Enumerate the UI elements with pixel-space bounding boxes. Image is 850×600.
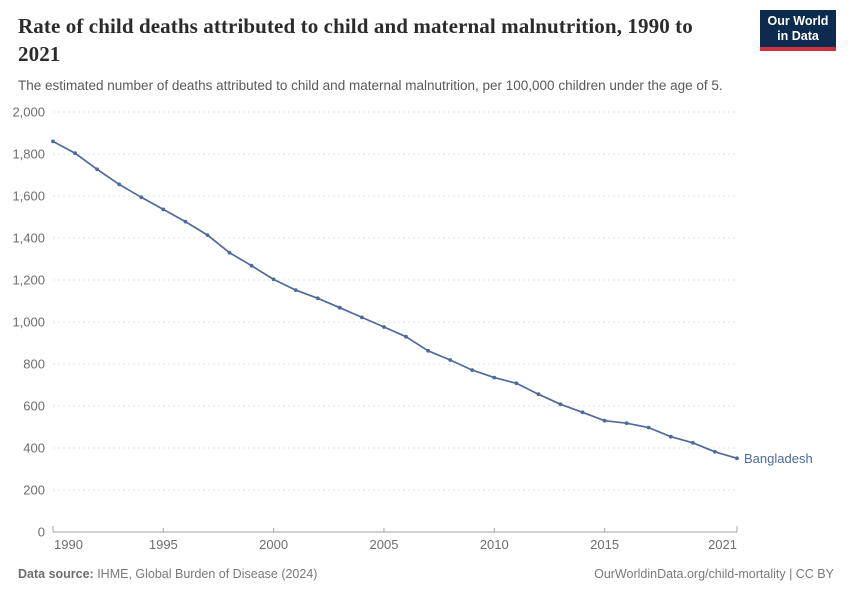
data-point[interactable] bbox=[735, 456, 739, 461]
series-label-bangladesh[interactable]: Bangladesh bbox=[744, 451, 813, 466]
data-source-label: Data source: bbox=[18, 567, 94, 581]
data-point[interactable] bbox=[271, 277, 276, 282]
x-tick-label: 1995 bbox=[149, 537, 178, 552]
y-tick-label: 0 bbox=[38, 525, 45, 540]
y-tick-label: 200 bbox=[23, 483, 45, 498]
data-point[interactable] bbox=[668, 434, 673, 439]
data-source: Data source: IHME, Global Burden of Dise… bbox=[18, 567, 317, 581]
chart-header: Rate of child deaths attributed to child… bbox=[18, 13, 758, 96]
chart-subtitle: The estimated number of deaths attribute… bbox=[18, 78, 723, 94]
rights-note[interactable]: OurWorldinData.org/child-mortality | CC … bbox=[594, 567, 834, 581]
data-point[interactable] bbox=[293, 288, 298, 292]
data-point[interactable] bbox=[73, 151, 77, 156]
data-point[interactable] bbox=[713, 449, 717, 454]
y-tick-label: 1,800 bbox=[12, 147, 45, 162]
data-point[interactable] bbox=[227, 250, 232, 255]
data-point[interactable] bbox=[514, 381, 519, 386]
data-point[interactable] bbox=[426, 348, 430, 353]
data-point[interactable] bbox=[580, 410, 585, 415]
x-tick-label: 2015 bbox=[590, 537, 619, 552]
chart-footer: Data source: IHME, Global Burden of Dise… bbox=[18, 567, 834, 581]
data-point[interactable] bbox=[205, 233, 210, 238]
x-tick-label: 2000 bbox=[259, 537, 288, 552]
y-tick-label: 600 bbox=[23, 399, 45, 414]
data-point[interactable] bbox=[382, 325, 386, 329]
data-point[interactable] bbox=[161, 207, 166, 212]
data-point[interactable] bbox=[51, 139, 55, 144]
data-point[interactable] bbox=[646, 425, 651, 430]
data-point[interactable] bbox=[117, 182, 122, 187]
x-tick-label: 1990 bbox=[54, 537, 83, 552]
y-tick-label: 400 bbox=[23, 441, 45, 456]
y-tick-label: 2,000 bbox=[12, 105, 45, 120]
data-point[interactable] bbox=[691, 440, 695, 445]
y-tick-label: 800 bbox=[23, 357, 45, 372]
series-line-bangladesh[interactable] bbox=[52, 140, 738, 460]
data-point[interactable] bbox=[404, 334, 408, 339]
x-tick-label: 2010 bbox=[480, 537, 509, 552]
data-point[interactable] bbox=[249, 263, 254, 268]
data-point[interactable] bbox=[448, 358, 453, 362]
owid-logo[interactable]: Our World in Data bbox=[760, 10, 836, 51]
chart-title: Rate of child deaths attributed to child… bbox=[18, 14, 693, 66]
y-tick-label: 1,600 bbox=[12, 189, 45, 204]
data-point[interactable] bbox=[139, 195, 144, 200]
x-tick-label: 2005 bbox=[370, 537, 399, 552]
data-point[interactable] bbox=[360, 315, 364, 320]
y-tick-label: 1,000 bbox=[12, 315, 45, 330]
data-point[interactable] bbox=[558, 402, 563, 407]
data-point[interactable] bbox=[337, 305, 342, 310]
y-tick-label: 1,400 bbox=[12, 231, 45, 246]
data-point[interactable] bbox=[95, 167, 99, 172]
data-point[interactable] bbox=[315, 296, 320, 301]
y-tick-label: 1,200 bbox=[12, 273, 45, 288]
data-point[interactable] bbox=[492, 375, 497, 380]
data-point[interactable] bbox=[536, 392, 541, 397]
data-point[interactable] bbox=[470, 368, 475, 372]
data-point[interactable] bbox=[602, 418, 607, 423]
data-source-text: IHME, Global Burden of Disease (2024) bbox=[93, 567, 318, 581]
owid-logo-line2: in Data bbox=[777, 29, 819, 43]
data-point[interactable] bbox=[624, 421, 629, 426]
owid-logo-line1: Our World bbox=[767, 14, 829, 28]
x-tick-label: 2021 bbox=[708, 537, 737, 552]
data-point[interactable] bbox=[183, 219, 188, 224]
